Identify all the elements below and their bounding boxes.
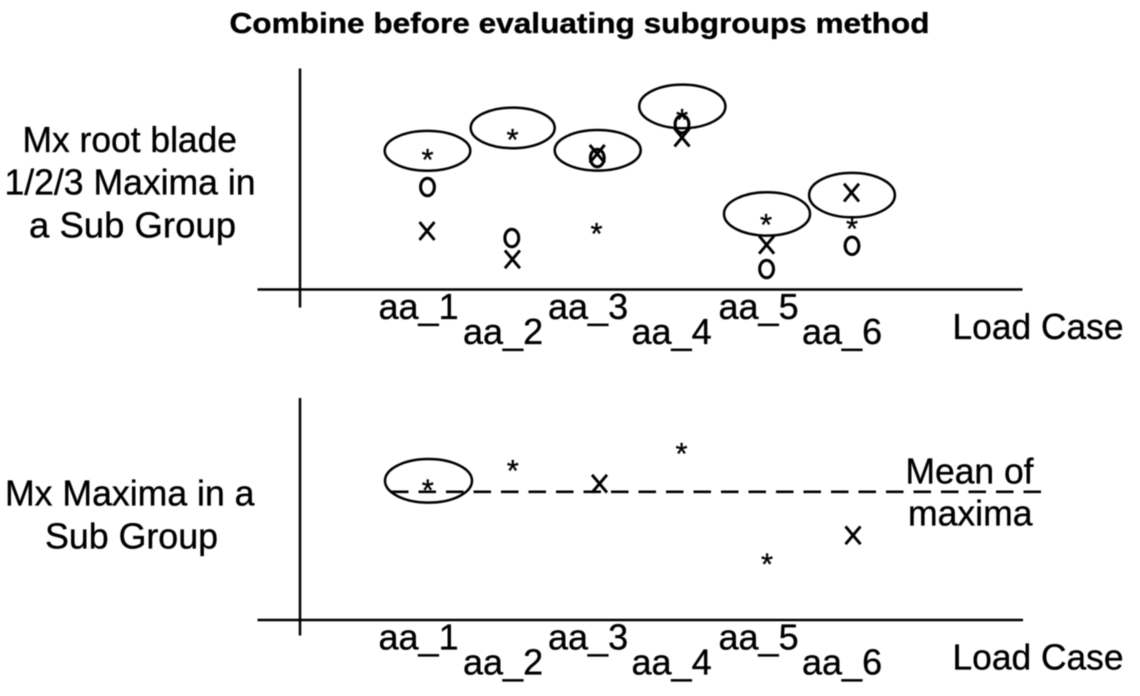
- svg-text:a Sub Group: a Sub Group: [29, 205, 236, 246]
- svg-text:aa_4: aa_4: [632, 642, 712, 683]
- svg-text:aa_3: aa_3: [548, 617, 628, 658]
- svg-text:*: *: [590, 216, 602, 251]
- svg-text:maxima: maxima: [908, 493, 1033, 534]
- svg-text:aa_6: aa_6: [802, 642, 882, 683]
- svg-text:Mx root blade: Mx root blade: [23, 119, 238, 160]
- svg-text:*: *: [676, 102, 688, 137]
- svg-text:aa_1: aa_1: [379, 617, 459, 658]
- svg-text:aa_3: aa_3: [548, 286, 628, 327]
- svg-text:1/2/3 Maxima in: 1/2/3 Maxima in: [5, 162, 256, 203]
- svg-text:*: *: [676, 436, 688, 471]
- svg-text:Load Case: Load Case: [953, 306, 1124, 347]
- svg-text:aa_5: aa_5: [719, 617, 799, 658]
- svg-text:Load Case: Load Case: [953, 637, 1124, 678]
- svg-text:*: *: [421, 142, 433, 177]
- svg-text:*: *: [506, 122, 518, 157]
- svg-text:aa_1: aa_1: [379, 286, 459, 327]
- svg-text:Sub Group: Sub Group: [45, 516, 218, 557]
- svg-text:Mx Maxima in a: Mx Maxima in a: [5, 473, 255, 514]
- svg-text:aa_5: aa_5: [719, 286, 799, 327]
- svg-text:Combine before evaluating subg: Combine before evaluating subgroups meth…: [230, 8, 930, 40]
- svg-text:Mean of: Mean of: [906, 451, 1035, 492]
- svg-text:aa_6: aa_6: [802, 311, 882, 352]
- svg-text:*: *: [507, 453, 519, 488]
- svg-text:aa_4: aa_4: [632, 311, 712, 352]
- svg-text:*: *: [422, 473, 434, 508]
- svg-text:*: *: [760, 207, 772, 242]
- svg-text:*: *: [761, 547, 773, 582]
- svg-text:aa_2: aa_2: [463, 642, 543, 683]
- svg-text:aa_2: aa_2: [463, 311, 543, 352]
